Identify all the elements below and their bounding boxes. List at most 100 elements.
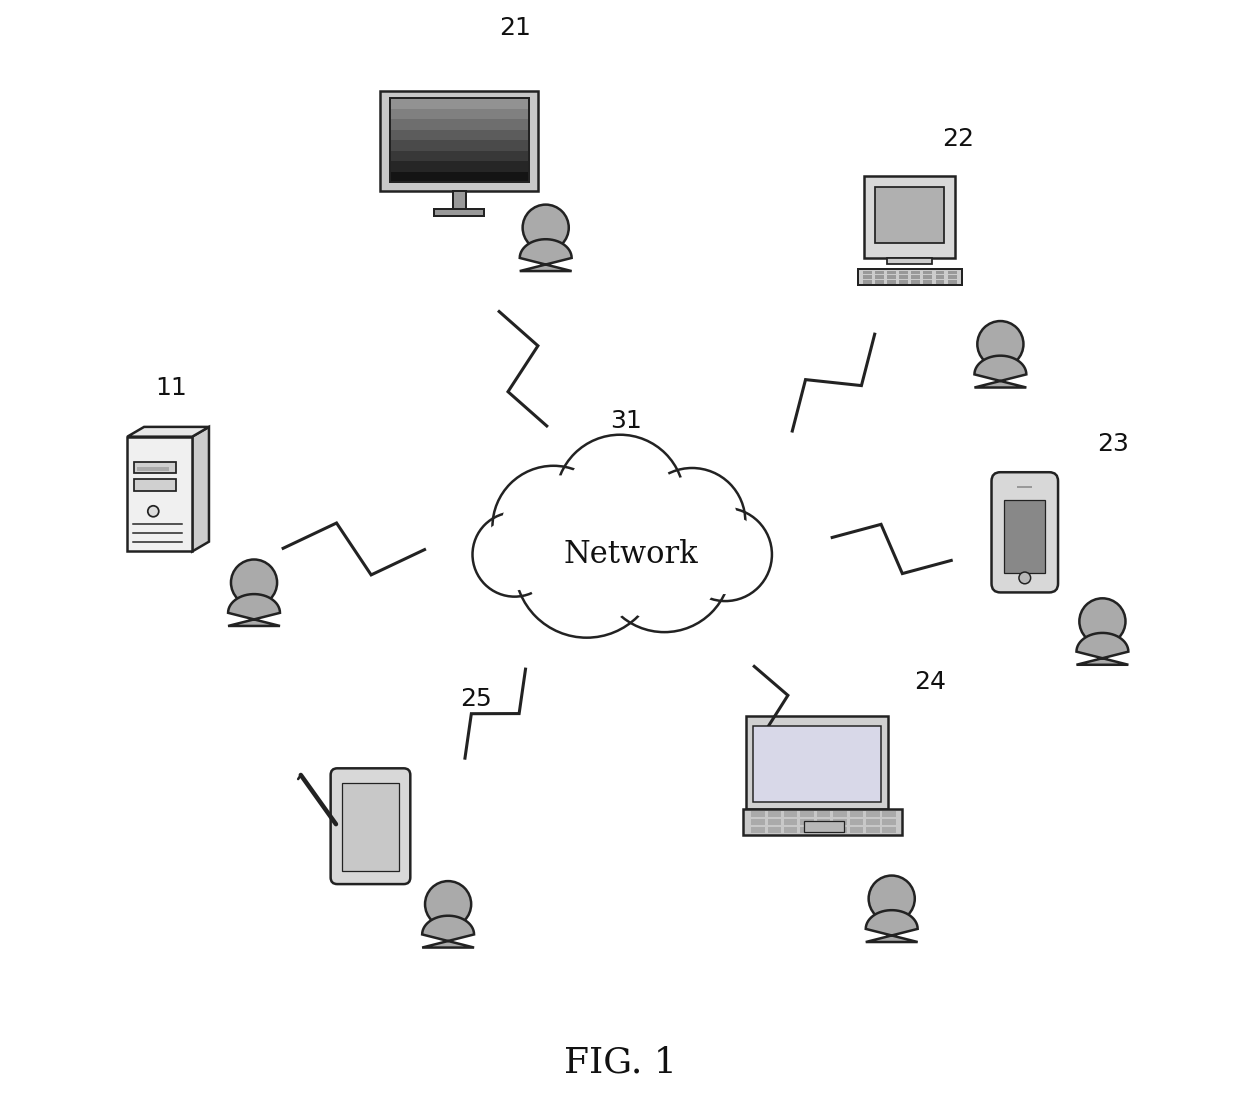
Polygon shape: [768, 827, 781, 833]
Polygon shape: [849, 827, 863, 833]
Polygon shape: [899, 279, 908, 284]
Circle shape: [608, 509, 720, 622]
Polygon shape: [804, 821, 843, 833]
Polygon shape: [947, 279, 956, 284]
Polygon shape: [887, 257, 932, 264]
Polygon shape: [134, 462, 176, 474]
Polygon shape: [866, 812, 879, 817]
Polygon shape: [389, 99, 528, 109]
Circle shape: [639, 468, 745, 574]
Polygon shape: [389, 109, 528, 120]
Polygon shape: [1004, 499, 1045, 573]
Polygon shape: [883, 827, 897, 833]
Polygon shape: [947, 275, 956, 279]
Circle shape: [148, 506, 159, 517]
Polygon shape: [381, 91, 538, 192]
Polygon shape: [520, 240, 572, 271]
Polygon shape: [863, 271, 872, 274]
Polygon shape: [935, 271, 945, 274]
Polygon shape: [389, 161, 528, 172]
Circle shape: [522, 205, 569, 251]
Polygon shape: [887, 275, 895, 279]
Polygon shape: [453, 192, 465, 210]
Polygon shape: [1018, 486, 1032, 488]
Polygon shape: [863, 275, 872, 279]
Polygon shape: [138, 467, 170, 470]
Circle shape: [1079, 599, 1126, 644]
Circle shape: [977, 322, 1023, 367]
Polygon shape: [858, 268, 962, 285]
Circle shape: [502, 475, 605, 579]
Polygon shape: [849, 820, 863, 825]
Polygon shape: [864, 176, 955, 257]
Circle shape: [472, 512, 557, 597]
Polygon shape: [911, 275, 920, 279]
Circle shape: [565, 445, 675, 553]
FancyBboxPatch shape: [992, 472, 1058, 592]
Polygon shape: [389, 172, 528, 182]
Text: Network: Network: [564, 539, 698, 570]
Circle shape: [598, 499, 730, 632]
Polygon shape: [935, 275, 945, 279]
FancyBboxPatch shape: [331, 769, 410, 884]
Polygon shape: [849, 812, 863, 817]
Polygon shape: [134, 479, 176, 490]
Polygon shape: [389, 120, 528, 130]
Circle shape: [678, 508, 773, 601]
Polygon shape: [751, 827, 765, 833]
Circle shape: [556, 435, 684, 563]
Text: 11: 11: [155, 376, 187, 400]
Text: 24: 24: [915, 670, 946, 694]
Polygon shape: [800, 812, 813, 817]
Polygon shape: [833, 812, 847, 817]
Text: 21: 21: [498, 16, 531, 40]
Text: FIG. 1: FIG. 1: [563, 1046, 677, 1079]
Polygon shape: [924, 279, 932, 284]
Polygon shape: [745, 716, 888, 808]
Polygon shape: [833, 827, 847, 833]
Polygon shape: [875, 275, 884, 279]
Circle shape: [686, 515, 765, 594]
Polygon shape: [875, 279, 884, 284]
Polygon shape: [434, 210, 485, 216]
Polygon shape: [784, 827, 797, 833]
Polygon shape: [817, 820, 831, 825]
Polygon shape: [1076, 633, 1128, 664]
Polygon shape: [751, 820, 765, 825]
Polygon shape: [947, 271, 956, 274]
Circle shape: [647, 476, 738, 567]
Polygon shape: [866, 910, 918, 942]
Polygon shape: [883, 812, 897, 817]
Text: 31: 31: [610, 409, 641, 434]
Polygon shape: [389, 130, 528, 141]
Circle shape: [1019, 572, 1030, 583]
Polygon shape: [935, 279, 945, 284]
Polygon shape: [743, 808, 903, 835]
Circle shape: [492, 466, 615, 588]
Polygon shape: [784, 812, 797, 817]
Polygon shape: [228, 594, 280, 625]
Polygon shape: [866, 827, 879, 833]
Polygon shape: [389, 141, 528, 151]
Polygon shape: [753, 726, 880, 802]
Polygon shape: [866, 820, 879, 825]
Polygon shape: [924, 271, 932, 274]
Text: 23: 23: [1097, 431, 1130, 456]
Polygon shape: [899, 271, 908, 274]
Circle shape: [526, 505, 649, 627]
Circle shape: [479, 519, 551, 590]
Polygon shape: [800, 827, 813, 833]
Polygon shape: [883, 820, 897, 825]
Polygon shape: [887, 279, 895, 284]
Polygon shape: [128, 437, 192, 551]
Polygon shape: [887, 271, 895, 274]
Polygon shape: [911, 279, 920, 284]
Polygon shape: [863, 279, 872, 284]
Polygon shape: [924, 275, 932, 279]
Polygon shape: [784, 820, 797, 825]
Polygon shape: [817, 812, 831, 817]
Polygon shape: [899, 275, 908, 279]
Polygon shape: [192, 427, 210, 551]
Circle shape: [231, 559, 277, 606]
Polygon shape: [768, 820, 781, 825]
